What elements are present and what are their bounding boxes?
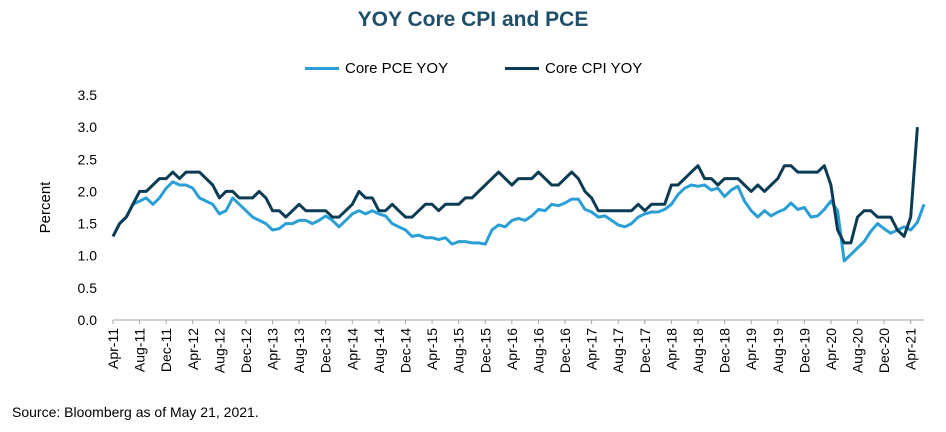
source-note: Source: Bloomberg as of May 21, 2021. — [12, 404, 259, 420]
x-tick-label: Apr-14 — [344, 328, 360, 370]
x-tick-label: Aug-18 — [690, 328, 706, 373]
y-tick-label: 1.5 — [78, 216, 98, 232]
x-tick-label: Dec-13 — [318, 328, 334, 373]
x-tick-label: Aug-17 — [610, 328, 626, 373]
x-tick-label: Aug-16 — [530, 328, 546, 373]
chart-legend: Core PCE YOY Core CPI YOY — [0, 57, 946, 79]
legend-swatch-core-cpi — [505, 66, 539, 70]
x-tick-label: Dec-17 — [637, 328, 653, 373]
x-tick-label: Apr-11 — [105, 328, 121, 369]
y-tick-label: 0.0 — [78, 312, 98, 328]
x-tick-label: Aug-20 — [850, 328, 866, 373]
x-tick-label: Dec-15 — [477, 328, 493, 373]
x-tick-label: Apr-21 — [903, 328, 919, 370]
x-tick-label: Apr-17 — [584, 328, 600, 370]
x-tick-label: Apr-15 — [424, 328, 440, 370]
chart-title: YOY Core CPI and PCE — [357, 8, 589, 31]
x-tick-label: Aug-13 — [291, 328, 307, 373]
x-tick-label: Apr-16 — [504, 328, 520, 370]
y-axis-title: Percent — [37, 181, 54, 234]
x-tick-label: Apr-19 — [743, 328, 759, 370]
x-tick-label: Dec-11 — [158, 328, 174, 372]
y-tick-label: 3.5 — [78, 87, 98, 103]
y-tick-label: 3.0 — [78, 119, 98, 135]
legend-swatch-core-pce — [305, 66, 339, 70]
x-tick-label: Dec-14 — [397, 328, 413, 373]
series-line-core-cpi — [111, 126, 919, 245]
y-tick-label: 2.0 — [78, 183, 98, 199]
x-tick-label: Dec-12 — [238, 328, 254, 373]
x-tick-label: Dec-16 — [557, 328, 573, 373]
x-tick-label: Apr-18 — [663, 328, 679, 370]
x-tick-label: Aug-11 — [132, 328, 148, 372]
legend-label-core-cpi: Core CPI YOY — [545, 59, 643, 77]
y-tick-label: 1.0 — [78, 248, 98, 264]
x-tick-label: Dec-20 — [876, 328, 892, 373]
legend-item-core-cpi: Core CPI YOY — [505, 57, 642, 79]
y-tick-label: 0.5 — [78, 280, 98, 296]
x-tick-label: Aug-15 — [451, 328, 467, 373]
x-tick-label: Apr-13 — [265, 328, 281, 370]
x-tick-label: Aug-19 — [770, 328, 786, 373]
legend-label-core-pce: Core PCE YOY — [345, 59, 449, 77]
x-tick-label: Apr-12 — [185, 328, 201, 370]
y-tick-label: 2.5 — [78, 151, 98, 167]
x-tick-label: Apr-20 — [823, 328, 839, 370]
x-tick-label: Aug-12 — [211, 328, 227, 373]
x-axis: Apr-11 Aug-11 Dec-11 Apr-12 Aug-12 Dec-12 Apr-… — [105, 319, 924, 373]
x-tick-label: Aug-14 — [371, 328, 387, 373]
y-axis: 0.0 0.5 1.0 1.5 2.0 2.5 3.0 3.5 — [78, 87, 98, 328]
legend-item-core-pce: Core PCE YOY — [305, 57, 448, 79]
series-lines — [111, 126, 926, 263]
x-tick-label: Dec-19 — [796, 328, 812, 373]
x-tick-label: Dec-18 — [717, 328, 733, 373]
series-line-core-pce — [111, 180, 926, 263]
